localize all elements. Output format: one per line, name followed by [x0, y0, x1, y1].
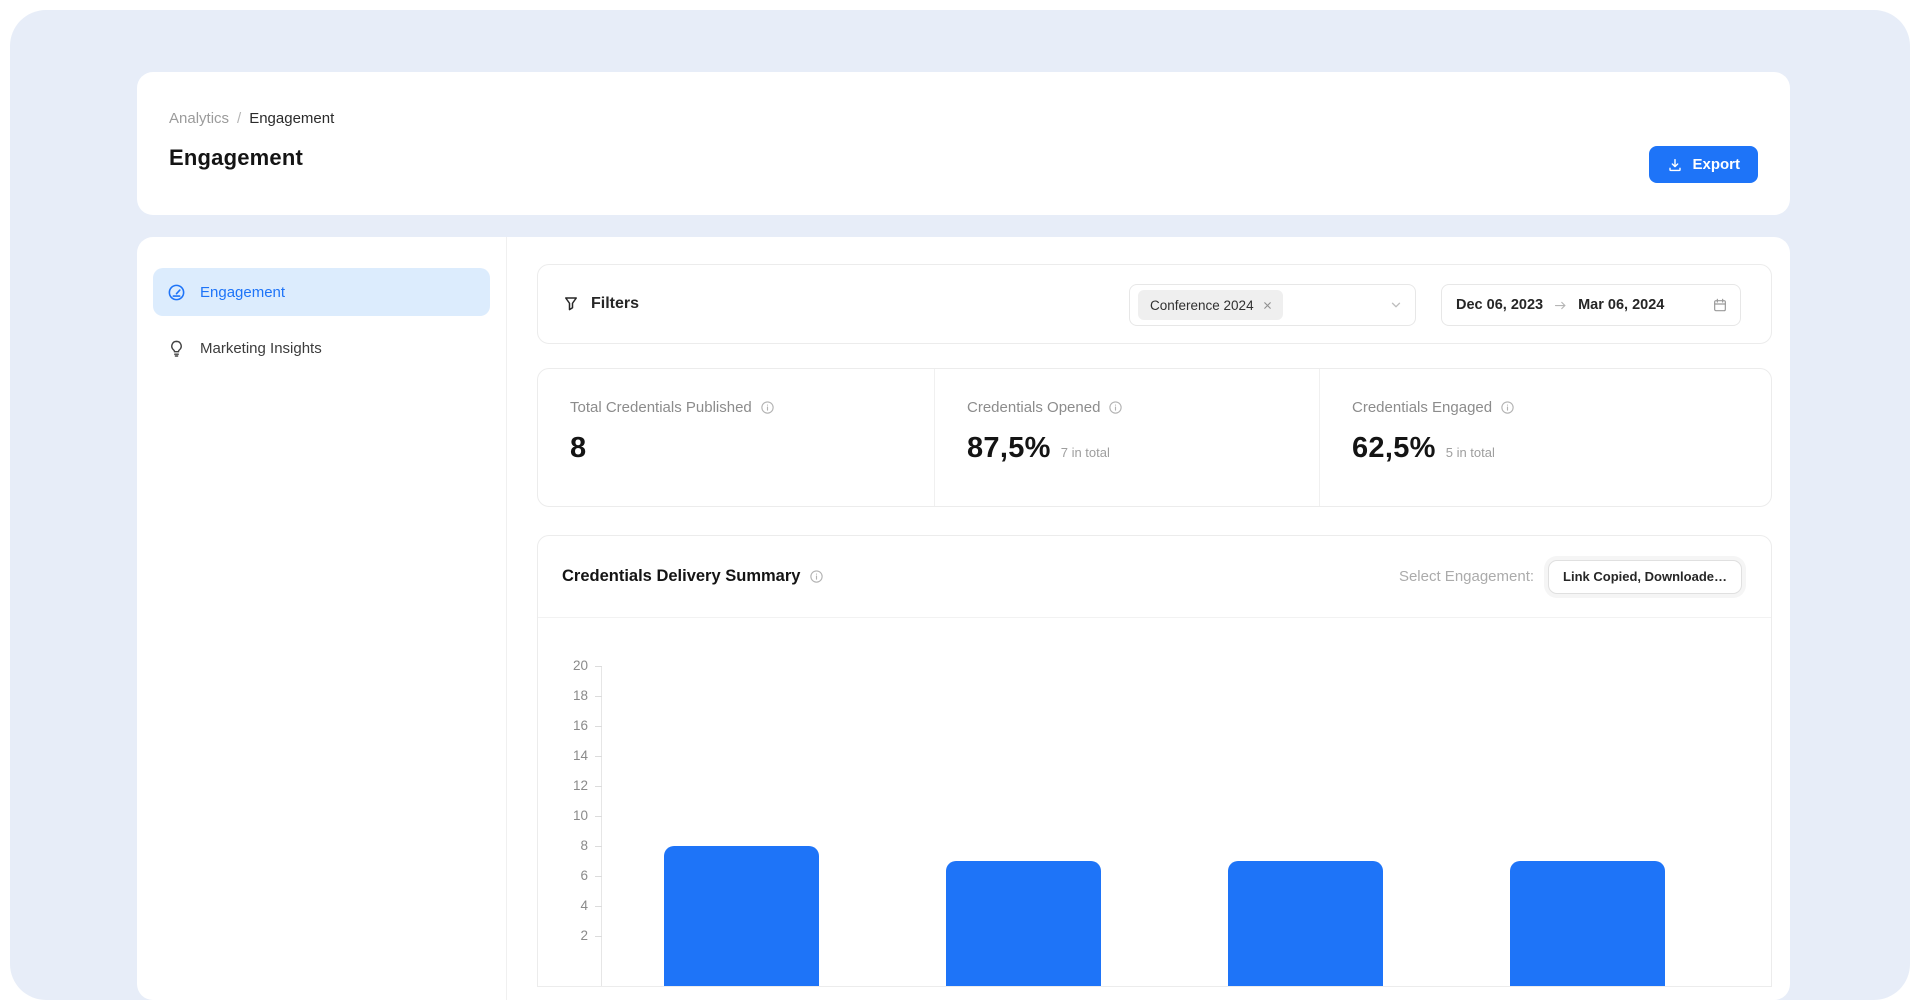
- y-axis-tick-mark: [595, 756, 602, 757]
- chart-bar[interactable]: [1510, 861, 1665, 986]
- main-panel: Engagement Marketing Insights: [137, 237, 1790, 1000]
- remove-chip-icon[interactable]: [1262, 300, 1273, 311]
- stat-total-credentials-published: Total Credentials Published 8: [538, 369, 934, 506]
- stat-label-text: Credentials Engaged: [1352, 399, 1493, 416]
- breadcrumb-analytics[interactable]: Analytics: [169, 110, 230, 127]
- stat-label-text: Total Credentials Published: [570, 399, 752, 416]
- engagement-type-select[interactable]: Link Copied, Downloade…: [1548, 559, 1742, 594]
- filters-heading: Filters: [562, 295, 639, 313]
- chart-bar[interactable]: [1228, 861, 1383, 986]
- filter-chip-conference-2024: Conference 2024: [1138, 290, 1283, 320]
- stat-suffix: 7 in total: [1060, 445, 1110, 460]
- date-range-picker[interactable]: Dec 06, 2023 Mar 06, 2024: [1441, 284, 1741, 326]
- filters-label: Filters: [591, 295, 640, 312]
- info-icon[interactable]: [1500, 400, 1515, 415]
- stat-credentials-opened: Credentials Opened 87,5% 7 in total: [934, 369, 1319, 506]
- filter-chip-label: Conference 2024: [1150, 297, 1254, 313]
- y-axis-line: [601, 666, 602, 986]
- y-axis-tick-label: 2: [580, 928, 588, 943]
- sidebar-item-label: Engagement: [200, 283, 286, 301]
- stat-value: 62,5%: [1352, 432, 1436, 464]
- page-title: Engagement: [169, 145, 304, 170]
- group-filter-select[interactable]: Conference 2024: [1129, 284, 1416, 326]
- download-icon: [1667, 157, 1683, 173]
- y-axis-tick-mark: [595, 876, 602, 877]
- y-axis-tick-label: 6: [580, 868, 588, 883]
- export-button[interactable]: Export: [1649, 146, 1758, 183]
- info-icon[interactable]: [809, 569, 824, 584]
- y-axis-tick-mark: [595, 696, 602, 697]
- chart-title-row: Credentials Delivery Summary: [562, 567, 824, 586]
- sidebar-item-engagement[interactable]: Engagement: [153, 268, 490, 316]
- y-axis-tick-label: 12: [572, 778, 588, 793]
- y-axis-tick-mark: [595, 906, 602, 907]
- sidebar: Engagement Marketing Insights: [137, 237, 507, 1000]
- y-axis-tick-mark: [595, 846, 602, 847]
- content-area: Filters Conference 2024: [537, 237, 1772, 1000]
- y-axis-tick-label: 10: [572, 808, 588, 823]
- stat-label: Credentials Engaged: [1352, 399, 1771, 416]
- select-engagement-label: Select Engagement:: [1398, 568, 1535, 585]
- sidebar-item-label: Marketing Insights: [200, 339, 322, 357]
- calendar-icon: [1712, 297, 1728, 313]
- filters-panel: Filters Conference 2024: [537, 264, 1772, 344]
- chevron-down-icon: [1389, 298, 1403, 312]
- lightbulb-icon: [167, 339, 186, 358]
- breadcrumb: Analytics / Engagement: [169, 110, 1758, 127]
- y-axis-tick-mark: [595, 816, 602, 817]
- chart-bar[interactable]: [664, 846, 819, 986]
- y-axis-tick-label: 16: [572, 718, 588, 733]
- info-icon[interactable]: [1108, 400, 1123, 415]
- y-axis-tick-label: 8: [580, 838, 588, 853]
- date-end: Mar 06, 2024: [1578, 297, 1665, 313]
- info-icon[interactable]: [760, 400, 775, 415]
- y-axis-tick-label: 20: [572, 658, 588, 673]
- breadcrumb-engagement: Engagement: [249, 110, 335, 127]
- page-background: Analytics / Engagement Engagement Export: [10, 10, 1910, 1000]
- chart-header: Credentials Delivery Summary Select Enga…: [538, 536, 1771, 618]
- y-axis-tick-mark: [595, 936, 602, 937]
- stat-value: 8: [570, 432, 587, 464]
- y-axis-tick-mark: [595, 666, 602, 667]
- page-header: Analytics / Engagement Engagement Export: [137, 72, 1790, 215]
- stat-value: 87,5%: [967, 432, 1051, 464]
- stat-label: Credentials Opened: [967, 399, 1319, 416]
- y-axis-tick-mark: [595, 786, 602, 787]
- stats-panel: Total Credentials Published 8: [537, 368, 1772, 507]
- y-axis-tick-label: 14: [572, 748, 588, 763]
- stat-label: Total Credentials Published: [570, 399, 934, 416]
- stat-credentials-engaged: Credentials Engaged 62,5% 5 in total: [1319, 369, 1771, 506]
- stat-label-text: Credentials Opened: [967, 399, 1101, 416]
- bar-chart-plot: 2 4 6 8 10 12 14 16 18 20: [538, 618, 1771, 986]
- stat-suffix: 5 in total: [1445, 445, 1495, 460]
- y-axis-tick-label: 4: [580, 898, 588, 913]
- funnel-icon: [562, 295, 580, 313]
- date-start: Dec 06, 2023: [1456, 297, 1544, 313]
- chart-panel: Credentials Delivery Summary Select Enga…: [537, 535, 1772, 987]
- chart-title: Credentials Delivery Summary: [562, 567, 801, 585]
- gauge-icon: [167, 283, 186, 302]
- arrow-right-icon: [1553, 298, 1568, 313]
- y-axis-tick-mark: [595, 726, 602, 727]
- sidebar-item-marketing-insights[interactable]: Marketing Insights: [153, 324, 490, 372]
- breadcrumb-separator: /: [237, 110, 242, 127]
- export-button-label: Export: [1692, 156, 1740, 173]
- chart-bar[interactable]: [946, 861, 1101, 986]
- y-axis-tick-label: 18: [572, 688, 588, 703]
